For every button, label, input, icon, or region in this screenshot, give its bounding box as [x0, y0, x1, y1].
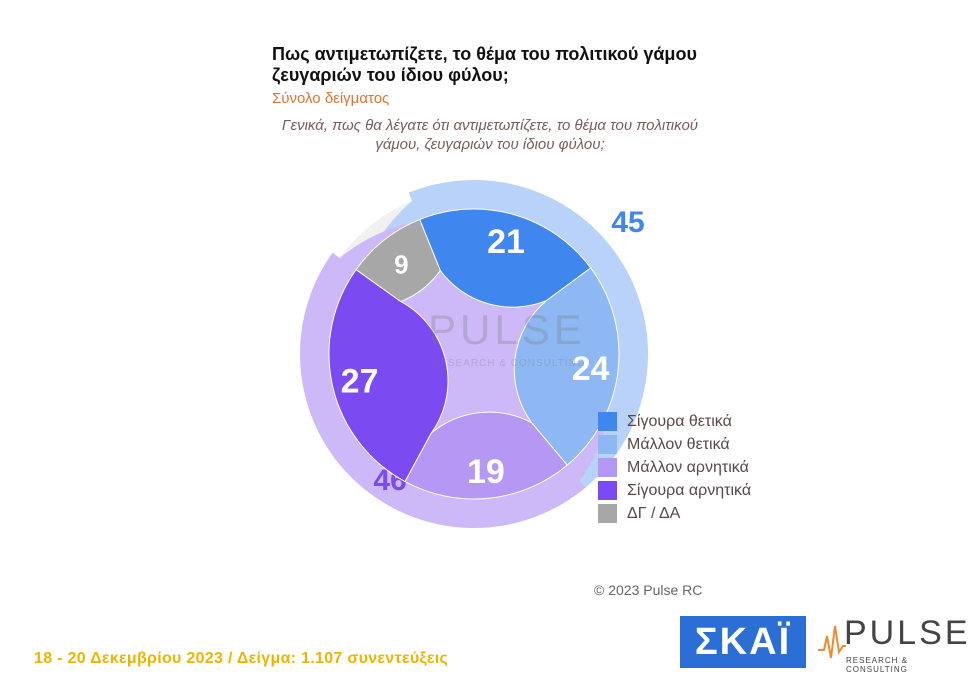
donut-slice-4: [355, 218, 441, 303]
legend-item: Μάλλον αρνητικά: [598, 456, 751, 479]
pulse-logo-sub: RESEARCH & CONSULTING: [846, 656, 909, 674]
legend-label: Σίγουρα αρνητικά: [627, 481, 752, 499]
watermark-sub: RESEARCH & CONSULTING: [432, 358, 586, 369]
legend-swatch: [598, 481, 617, 500]
group-total-label-0: 45: [611, 206, 644, 239]
legend-label: Σίγουρα θετικά: [627, 412, 732, 430]
chart-subtitle: Σύνολο δείγματος: [272, 90, 390, 107]
pulse-watermark-logo: PULSE RESEARCH & CONSULTING: [428, 306, 598, 376]
legend-swatch: [598, 435, 617, 454]
survey-question: Γενικά, πως θα λέγατε ότι αντιμετωπίζετε…: [281, 117, 699, 153]
slice-value-label-0: 21: [487, 223, 525, 261]
watermark-word: PULSE: [428, 306, 586, 353]
legend-item: Μάλλον θετικά: [598, 433, 751, 456]
copyright-note: © 2023 Pulse RC: [594, 582, 703, 598]
slice-value-label-2: 19: [467, 453, 505, 491]
slice-value-label-4: 9: [394, 250, 408, 280]
legend-swatch: [598, 412, 617, 431]
legend-swatch: [598, 458, 617, 477]
slice-value-label-3: 27: [341, 362, 379, 400]
skai-logo: ΣΚΑΪ: [680, 616, 806, 668]
chart-title: Πως αντιμετωπίζετε, το θέμα του πολιτικο…: [272, 44, 697, 85]
pulse-logo-word: PULSE: [844, 614, 971, 652]
fieldwork-footer: 18 - 20 Δεκεμβρίου 2023 / Δείγμα: 1.107 …: [34, 650, 449, 667]
legend-item: ΔΓ / ΔΑ: [598, 502, 751, 525]
pulse-wave-icon: [818, 625, 846, 659]
pulse-logo: PULSE RESEARCH & CONSULTING: [818, 614, 971, 674]
legend-swatch: [598, 504, 617, 523]
donut-slice-3: [328, 268, 449, 483]
chart-legend: Σίγουρα θετικά Μάλλον θετικά Μάλλον αρνητι…: [598, 410, 751, 525]
legend-label: Μάλλον θετικά: [627, 435, 730, 453]
legend-label: Μάλλον αρνητικά: [627, 458, 749, 476]
legend-label: ΔΓ / ΔΑ: [627, 504, 681, 522]
legend-item: Σίγουρα αρνητικά: [598, 479, 751, 502]
slice-value-label-1: 24: [572, 350, 610, 388]
legend-item: Σίγουρα θετικά: [598, 410, 751, 433]
